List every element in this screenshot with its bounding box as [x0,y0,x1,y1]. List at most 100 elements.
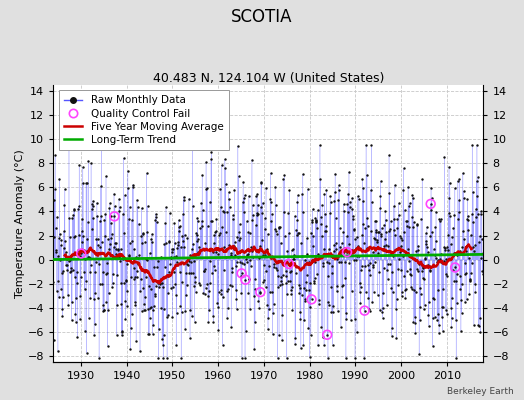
Point [208,218,216,224]
Point [148,331,157,337]
Point [374,292,382,299]
Point [272,267,281,273]
Point [423,249,432,256]
Point [296,316,304,322]
Point [145,250,154,256]
Point [440,244,448,250]
Point [435,256,444,262]
Point [152,219,161,225]
Point [152,213,161,220]
Point [107,231,116,237]
Point [456,248,464,254]
Point [324,273,333,279]
Point [50,197,59,203]
Point [297,240,305,246]
Point [246,306,254,312]
Point [429,342,437,349]
Point [212,228,220,234]
Point [265,251,274,258]
Point [129,276,138,282]
Point [471,280,479,287]
Point [302,279,310,286]
Point [183,256,192,262]
Point [249,254,258,260]
Point [251,319,259,326]
Point [189,240,198,247]
Point [405,258,413,264]
Point [414,242,423,249]
Point [233,234,242,240]
Point [400,229,408,235]
Point [283,291,291,297]
Point [479,271,487,278]
Point [323,258,331,265]
Point [144,203,152,210]
Point [304,261,312,267]
Point [196,247,205,254]
Point [430,313,439,320]
Point [239,179,247,186]
Point [457,310,466,316]
Point [316,142,324,148]
Point [386,260,394,267]
Point [248,156,256,163]
Point [468,142,476,148]
Point [235,229,244,235]
Point [191,273,200,280]
Point [392,335,400,342]
Point [403,218,411,224]
Point [261,214,269,221]
Point [394,266,402,272]
Point [452,355,461,362]
Point [427,201,435,207]
Point [192,289,200,296]
Point [366,260,374,267]
Point [261,284,270,291]
Point [309,206,317,212]
Point [410,286,419,293]
Point [79,180,88,186]
Point [464,213,472,219]
Point [264,314,272,321]
Point [203,223,212,230]
Point [318,202,326,208]
Point [236,259,244,266]
Point [293,192,302,198]
Point [264,231,272,237]
Point [258,237,266,243]
Point [190,318,199,325]
Point [367,142,376,148]
Point [138,308,146,314]
Point [70,205,78,212]
Point [108,280,117,286]
Point [86,262,95,268]
Point [376,193,385,199]
Point [286,269,294,276]
Point [63,267,71,273]
Point [213,300,221,307]
Point [259,251,267,258]
Point [323,299,332,306]
Point [326,193,334,199]
Point [216,204,225,210]
Point [396,249,405,255]
Point [450,212,458,218]
Point [274,284,282,290]
Point [276,282,285,289]
Point [294,230,303,236]
Point [51,225,60,231]
Point [292,232,301,238]
Point [413,221,421,227]
Point [223,288,231,295]
Point [216,186,224,192]
Point [258,210,266,216]
Point [346,199,354,205]
Point [389,203,398,210]
Point [475,323,483,330]
Point [102,270,110,277]
Point [188,246,196,252]
Point [315,253,324,260]
Point [330,198,339,204]
Point [237,270,246,276]
Point [397,242,406,249]
